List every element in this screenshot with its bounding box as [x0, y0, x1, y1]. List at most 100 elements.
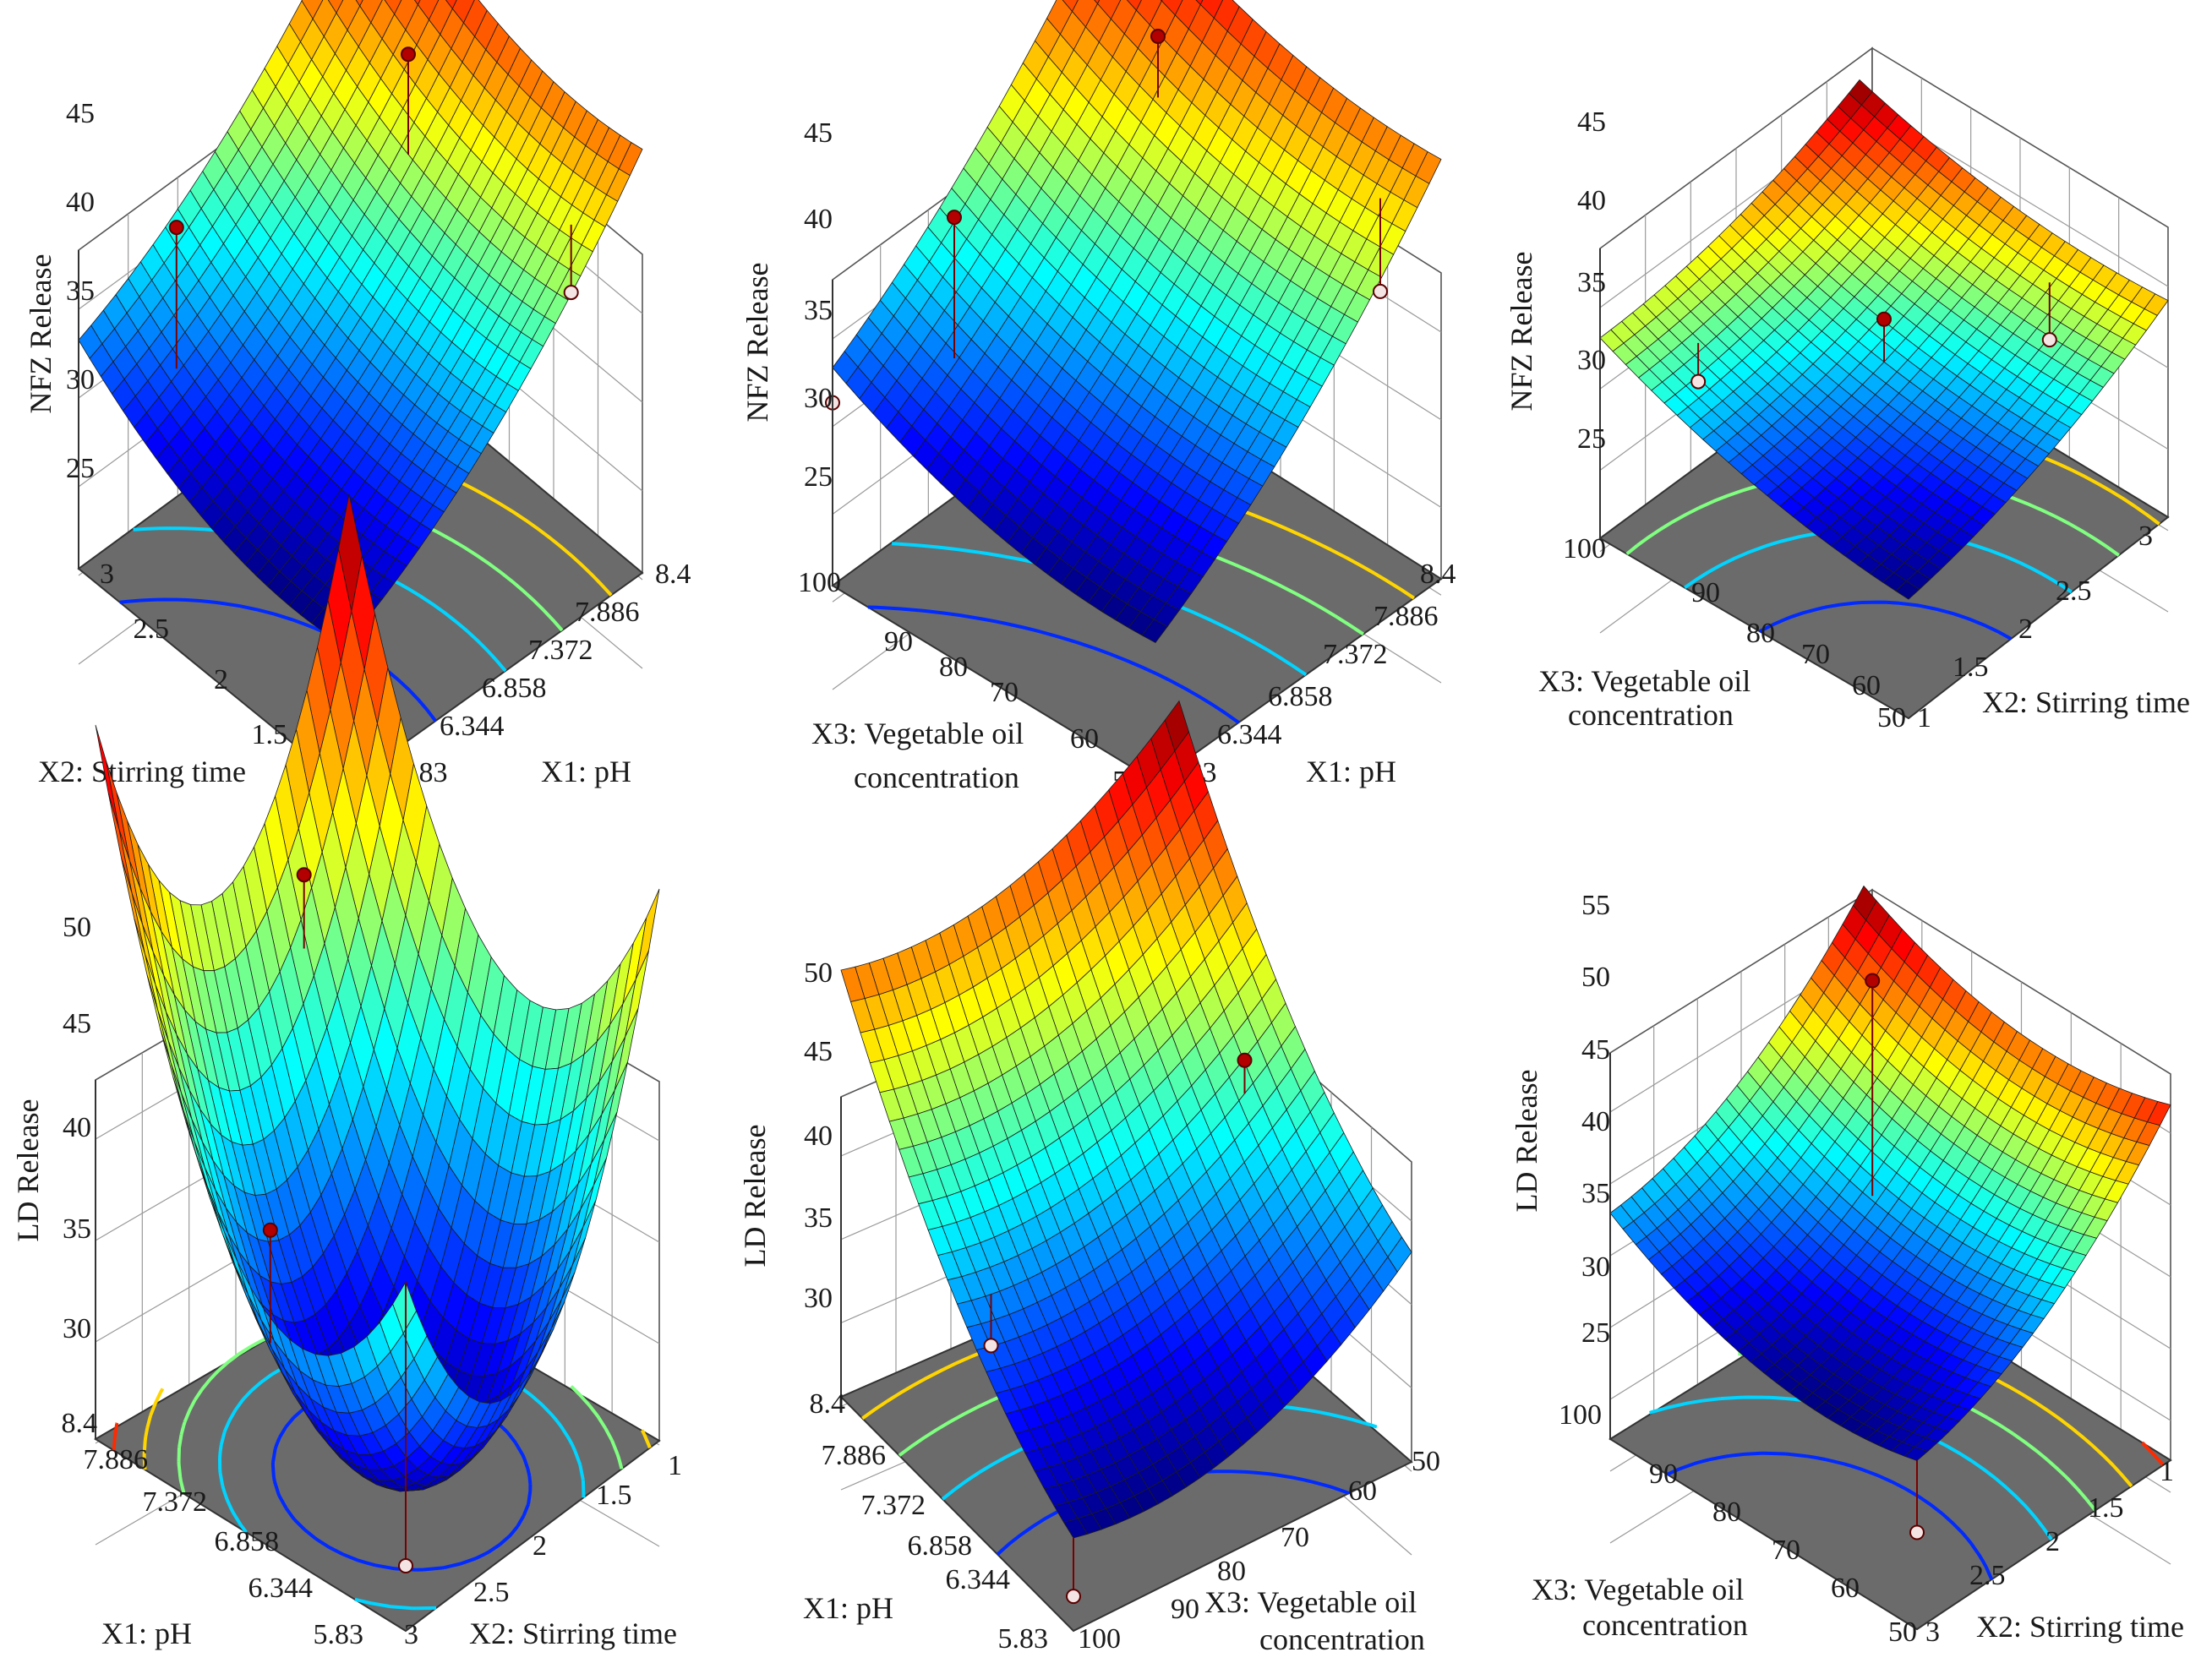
panel-d-x-tick: 1: [668, 1450, 682, 1481]
panel-b-y-tick: 80: [939, 652, 968, 683]
panel-c-x-tick: 2: [2018, 613, 2033, 645]
panel-b-design-point: [1150, 28, 1166, 44]
panel-c-y-tick: 80: [1746, 618, 1775, 649]
panel-e-design-point: [1237, 1052, 1253, 1068]
panel-f-design-point: [1909, 1524, 1925, 1540]
panel-e-x-ticks: 100 90 80 70 60 50: [1078, 1446, 1440, 1655]
panel-f-contour-line: [1666, 1451, 1994, 1580]
panel-a-surface: [78, 0, 643, 647]
panel-f-y-tick: 80: [1712, 1497, 1741, 1528]
panel-d-x-tick: 2.5: [473, 1577, 510, 1608]
panel-e-design-point: [1066, 1589, 1081, 1605]
panel-a-design-point: [168, 220, 184, 236]
panel-a-z-ticks: 25 30 35 40 45: [66, 98, 95, 484]
panel-c-z-tick: 30: [1577, 345, 1606, 376]
panel-c-z-ticks: 25 30 35 40 45: [1577, 106, 1606, 455]
panel-b-z-tick: 25: [804, 461, 833, 493]
panel-e-z-tick: 45: [804, 1036, 833, 1067]
panel-f-y-axis-label: X3: Vegetable oil: [1532, 1573, 1744, 1606]
panel-c-y-tick: 50: [1877, 702, 1906, 733]
panel-e-y-tick: 8.4: [810, 1388, 846, 1420]
panel-e-x-tick: 50: [1412, 1446, 1440, 1477]
panel-f-surface: [1609, 885, 2171, 1461]
panel-d-z-ticks: 30 35 40 45 50: [63, 912, 91, 1344]
panel-f-x-tick: 1: [2160, 1456, 2174, 1487]
panel-f-surface-cell: [1903, 1446, 1929, 1461]
panel-e-x-axis-label-line2: concentration: [1259, 1622, 1425, 1656]
panel-e-z-ticks: 30 35 40 45 50: [804, 957, 833, 1314]
panel-f-z-tick: 30: [1581, 1251, 1610, 1283]
panel-c-y-axis-label: X3: Vegetable oil: [1538, 664, 1750, 698]
panel-a-x-tick: 6.858: [482, 673, 547, 704]
panel-e-z-axis-label: LD Release: [738, 1125, 772, 1268]
panel-e-surface-cell: [1062, 1518, 1089, 1539]
panel-f-z-ticks: 25 30 35 40 45 50 55: [1581, 890, 1610, 1349]
panel-d-surface: [95, 493, 660, 1492]
panel-a-y-tick: 2: [214, 664, 228, 695]
panel-e-y-axis-label: X1: pH: [803, 1591, 893, 1625]
panel-e-design-point: [983, 1338, 999, 1354]
panel-f-y-tick: 60: [1831, 1573, 1860, 1604]
panel-f-design-point: [1865, 973, 1881, 989]
panel-c-x-ticks: 1 1.5 2 2.5 3: [1917, 521, 2153, 733]
panel-a-y-axis-label: X2: Stirring time: [38, 755, 246, 788]
panel-f-x-tick: 1.5: [2088, 1492, 2124, 1524]
panel-a-z-tick: 30: [66, 364, 95, 395]
panel-d-z-tick: 30: [63, 1313, 91, 1344]
panel-f-z-tick: 25: [1581, 1317, 1610, 1349]
panel-d-z-tick: 40: [63, 1112, 91, 1143]
panel-c-x-tick: 2.5: [2056, 575, 2092, 607]
panel-b-design-point: [1373, 283, 1388, 299]
panel-b: NFZ Release 25 30 35 40 45 5.83 6.344 6.…: [740, 0, 1456, 797]
panel-f: LD Release 25 30 35 40 45 50 55 3 2.5 2 …: [1510, 885, 2184, 1648]
panel-f-z-axis-label: LD Release: [1510, 1070, 1543, 1213]
panel-c-design-point: [2041, 332, 2057, 348]
panel-c-z-tick: 25: [1577, 423, 1606, 455]
panel-d-y-tick: 7.886: [84, 1444, 149, 1475]
panel-e-surface: [840, 700, 1412, 1539]
panel-a-x-tick: 6.344: [440, 711, 505, 742]
panel-b-y-tick: 70: [990, 677, 1019, 708]
panel-d-design-point: [398, 1558, 413, 1573]
panel-c-x-tick: 1: [1917, 702, 1931, 733]
panel-d-design-point: [296, 867, 312, 883]
panel-e-x-axis-label: X3: Vegetable oil: [1204, 1585, 1417, 1619]
panel-b-y-tick: 90: [884, 626, 913, 657]
panel-f-z-tick: 35: [1581, 1178, 1610, 1209]
panel-b-plot: [825, 0, 1443, 783]
panel-f-x-tick: 2.5: [1969, 1560, 2006, 1591]
panel-a-surface-cell: [355, 0, 363, 7]
panel-e-y-tick: 5.83: [998, 1623, 1049, 1655]
panel-d-x-tick: 3: [404, 1619, 418, 1650]
panel-b-y-axis-label-line2: concentration: [854, 761, 1019, 794]
panel-e: LD Release 30 35 40 45 50 100 90 80 70 6…: [738, 700, 1440, 1656]
panel-c-y-axis-label-line2: concentration: [1568, 698, 1734, 732]
panel-e-x-tick: 90: [1171, 1594, 1199, 1625]
panel-c-design-point: [1690, 373, 1707, 390]
panel-a-z-tick: 25: [66, 453, 95, 484]
panel-d-y-ticks: 5.83 6.344 6.858 7.372 7.886 8.4: [62, 1408, 364, 1650]
panel-a-y-tick: 1.5: [252, 719, 288, 750]
panel-f-x-axis-label: X2: Stirring time: [1976, 1610, 2184, 1644]
panel-b-surface: [832, 0, 1442, 644]
panel-a-x-ticks: 5.83 6.344 6.858 7.372 7.886 8.4: [397, 559, 691, 788]
panel-b-y-axis-label: X3: Vegetable oil: [811, 717, 1024, 750]
panel-a-x-axis-label: X1: pH: [541, 755, 631, 788]
panel-c-x-axis-label: X2: Stirring time: [1982, 685, 2190, 719]
panel-e-z-tick: 30: [804, 1283, 833, 1314]
panel-c-plot: [1598, 46, 2170, 720]
panel-c-y-tick: 70: [1801, 639, 1830, 670]
panel-f-y-tick: 70: [1772, 1535, 1800, 1566]
panel-f-x-ticks: 3 2.5 2 1.5 1: [1925, 1456, 2174, 1648]
panel-c-y-tick: 100: [1563, 533, 1606, 564]
panel-f-y-ticks: 50 60 70 80 90 100: [1559, 1399, 1917, 1648]
panel-b-z-axis-label: NFZ Release: [740, 263, 774, 423]
panel-f-x-tick: 3: [1925, 1617, 1940, 1648]
panel-b-x-tick: 8.4: [1420, 559, 1456, 590]
panel-d-x-tick: 2: [533, 1530, 547, 1562]
panel-e-x-tick: 80: [1217, 1556, 1246, 1587]
panel-b-design-point: [947, 210, 962, 226]
panel-f-y-axis-label-line2: concentration: [1582, 1608, 1748, 1642]
panel-d-z-axis-label: LD Release: [11, 1099, 45, 1242]
